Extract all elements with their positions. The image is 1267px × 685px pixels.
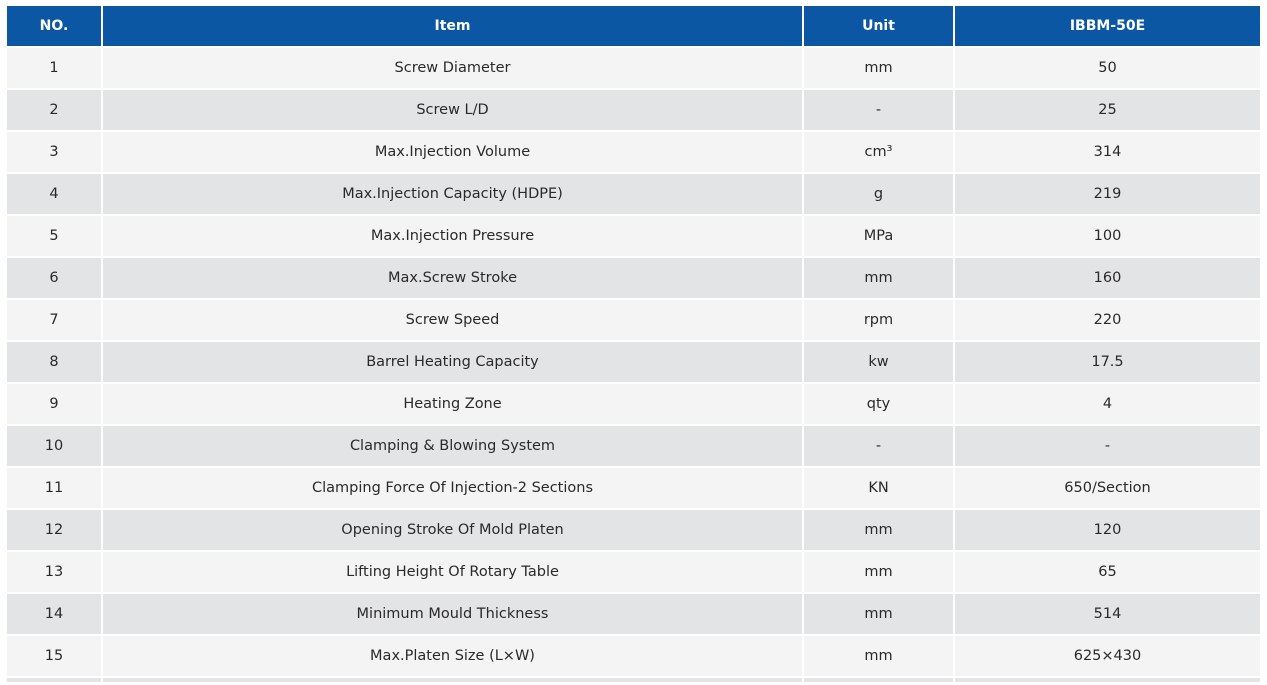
cell-unit: kw: [803, 340, 955, 383]
cell-empty: [7, 676, 103, 682]
cell-no: 6: [7, 256, 103, 299]
cell-no: 14: [7, 592, 103, 635]
cell-value: 514: [954, 592, 1260, 635]
table-row: 9 Heating Zone qty 4: [7, 382, 1260, 425]
cell-no: 1: [7, 46, 103, 89]
cell-item: Max.Injection Volume: [102, 130, 804, 173]
cell-item: Max.Screw Stroke: [102, 256, 804, 299]
table-row: 12 Opening Stroke Of Mold Platen mm 120: [7, 508, 1260, 551]
cell-no: 4: [7, 172, 103, 215]
cell-unit: mm: [803, 634, 955, 677]
cell-empty: [102, 676, 804, 682]
table-row: 1 Screw Diameter mm 50: [7, 46, 1260, 89]
cell-no: 10: [7, 424, 103, 467]
table-row: 3 Max.Injection Volume cm³ 314: [7, 130, 1260, 173]
cell-unit: -: [803, 424, 955, 467]
table-row: 15 Max.Platen Size (L×W) mm 625×430: [7, 634, 1260, 677]
header-model: IBBM-50E: [954, 6, 1260, 47]
cell-value: 17.5: [954, 340, 1260, 383]
table-row: 14 Minimum Mould Thickness mm 514: [7, 592, 1260, 635]
cell-value: 65: [954, 550, 1260, 593]
cell-item: Clamping & Blowing System: [102, 424, 804, 467]
cell-unit: mm: [803, 550, 955, 593]
cell-empty: [954, 676, 1260, 682]
cell-value: 219: [954, 172, 1260, 215]
cell-item: Heating Zone: [102, 382, 804, 425]
cell-value: 100: [954, 214, 1260, 257]
table-row: 10 Clamping & Blowing System - -: [7, 424, 1260, 467]
cell-item: Screw Diameter: [102, 46, 804, 89]
cell-item: Screw L/D: [102, 88, 804, 131]
cell-value: 314: [954, 130, 1260, 173]
cell-value: 220: [954, 298, 1260, 341]
table-row: 8 Barrel Heating Capacity kw 17.5: [7, 340, 1260, 383]
cell-no: 7: [7, 298, 103, 341]
cell-value: 4: [954, 382, 1260, 425]
header-unit: Unit: [803, 6, 955, 47]
spec-table: NO. Item Unit IBBM-50E 1 Screw Diameter mm…: [7, 6, 1260, 682]
cell-item: Max.Platen Size (L×W): [102, 634, 804, 677]
table-row-partial: [7, 676, 1260, 682]
cell-unit: qty: [803, 382, 955, 425]
cell-no: 11: [7, 466, 103, 509]
cell-unit: cm³: [803, 130, 955, 173]
cell-value: 625×430: [954, 634, 1260, 677]
cell-no: 5: [7, 214, 103, 257]
cell-unit: KN: [803, 466, 955, 509]
cell-no: 3: [7, 130, 103, 173]
cell-empty: [803, 676, 955, 682]
table-row: 4 Max.Injection Capacity (HDPE) g 219: [7, 172, 1260, 215]
cell-no: 15: [7, 634, 103, 677]
cell-unit: g: [803, 172, 955, 215]
cell-unit: mm: [803, 592, 955, 635]
cell-value: 25: [954, 88, 1260, 131]
cell-no: 8: [7, 340, 103, 383]
cell-no: 9: [7, 382, 103, 425]
table-row: 6 Max.Screw Stroke mm 160: [7, 256, 1260, 299]
cell-value: 650/Section: [954, 466, 1260, 509]
table-row: 2 Screw L/D -25: [7, 88, 1260, 131]
cell-value: 120: [954, 508, 1260, 551]
cell-item: Minimum Mould Thickness: [102, 592, 804, 635]
header-item: Item: [102, 6, 804, 47]
cell-unit: mm: [803, 46, 955, 89]
cell-item: Opening Stroke Of Mold Platen: [102, 508, 804, 551]
header-no: NO.: [7, 6, 103, 47]
cell-item: Max.Injection Pressure: [102, 214, 804, 257]
cell-item: Lifting Height Of Rotary Table: [102, 550, 804, 593]
table-row: 5 Max.Injection Pressure MPa 100: [7, 214, 1260, 257]
cell-no: 13: [7, 550, 103, 593]
cell-item: Max.Injection Capacity (HDPE): [102, 172, 804, 215]
cell-item: Barrel Heating Capacity: [102, 340, 804, 383]
cell-value: -: [954, 424, 1260, 467]
table-header-row: NO. Item Unit IBBM-50E: [7, 6, 1260, 47]
cell-unit: mm: [803, 508, 955, 551]
cell-unit: -: [803, 88, 955, 131]
cell-unit: MPa: [803, 214, 955, 257]
cell-no: 12: [7, 508, 103, 551]
table-row: 7 Screw Speed rpm 220: [7, 298, 1260, 341]
cell-item: Clamping Force Of Injection-2 Sections: [102, 466, 804, 509]
cell-unit: rpm: [803, 298, 955, 341]
cell-unit: mm: [803, 256, 955, 299]
cell-no: 2: [7, 88, 103, 131]
cell-value: 50: [954, 46, 1260, 89]
cell-value: 160: [954, 256, 1260, 299]
table-row: 13 Lifting Height Of Rotary Table mm 65: [7, 550, 1260, 593]
cell-item: Screw Speed: [102, 298, 804, 341]
table-row: 11 Clamping Force Of Injection-2 Sections…: [7, 466, 1260, 509]
